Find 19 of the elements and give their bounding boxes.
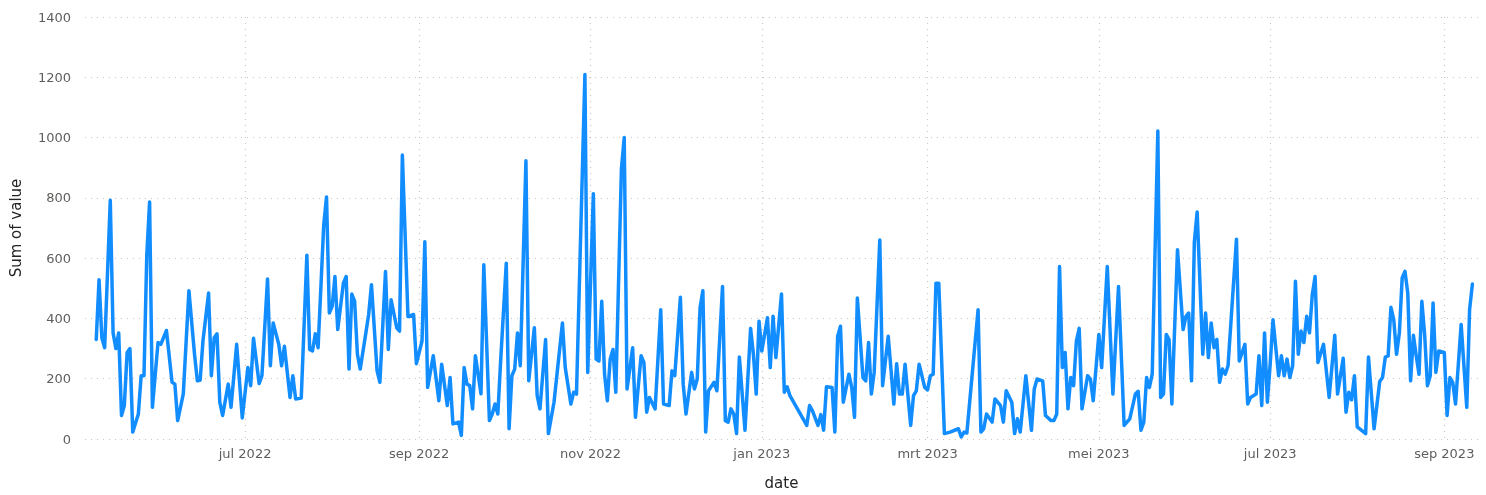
y-tick-label: 1200 (37, 69, 71, 85)
y-tick-label: 1400 (37, 9, 71, 25)
x-tick-label: jul 2023 (1242, 446, 1297, 461)
y-tick-label: 600 (46, 250, 71, 266)
y-tick-label: 1000 (37, 130, 71, 146)
x-tick-label: mrt 2023 (897, 446, 958, 461)
x-tick-label: sep 2022 (389, 446, 450, 461)
y-tick-label: 200 (46, 371, 71, 387)
x-tick-label: nov 2022 (559, 446, 622, 461)
x-tick-label: jan 2023 (732, 446, 791, 461)
x-tick-label: mei 2023 (1068, 446, 1130, 461)
y-axis-title: Sum of value (6, 178, 25, 278)
y-tick-label: 800 (46, 190, 71, 206)
x-tick-label: sep 2023 (1414, 446, 1475, 461)
x-axis-title: date (764, 473, 799, 492)
line-series (94, 72, 1475, 439)
x-tick-label: jul 2022 (217, 446, 272, 461)
y-tick-label: 400 (46, 310, 71, 326)
y-tick-label: 0 (62, 431, 71, 447)
